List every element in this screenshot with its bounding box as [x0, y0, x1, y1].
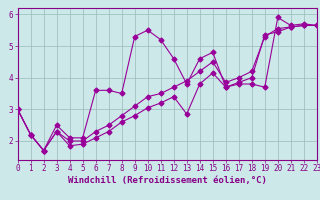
X-axis label: Windchill (Refroidissement éolien,°C): Windchill (Refroidissement éolien,°C) — [68, 176, 267, 185]
